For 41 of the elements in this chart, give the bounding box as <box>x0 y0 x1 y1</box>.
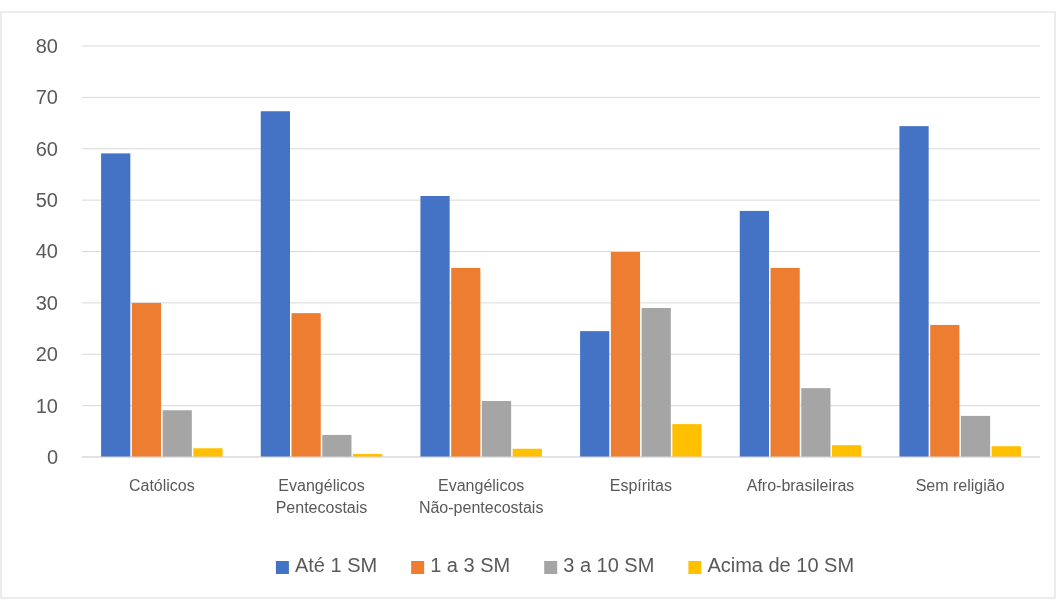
bar <box>641 308 671 457</box>
bar <box>291 313 321 457</box>
bar <box>420 196 450 457</box>
y-tick-label: 60 <box>35 137 58 160</box>
bar <box>739 210 769 457</box>
y-tick-label: 50 <box>35 189 58 212</box>
bar <box>610 252 641 457</box>
x-tick-label: Afro-brasileiras <box>746 477 855 494</box>
bar <box>832 445 862 457</box>
x-tick-label: Evangélicos Pentecostais <box>275 477 368 516</box>
bar <box>899 126 929 457</box>
bar <box>991 446 1021 457</box>
bar <box>801 388 831 457</box>
bar <box>260 111 290 457</box>
bar <box>193 448 223 457</box>
bar <box>672 424 702 457</box>
y-tick-label: 0 <box>46 445 58 468</box>
bar <box>481 401 512 457</box>
y-tick-label: 20 <box>35 343 58 366</box>
bar <box>960 415 991 457</box>
bar <box>930 324 960 457</box>
bar <box>322 434 352 457</box>
bar <box>451 267 481 457</box>
legend-label: Acima de 10 SM <box>707 554 855 576</box>
x-tick-label: Sem religião <box>915 477 1005 494</box>
x-tick-label: Evangélicos Não-pentecostais <box>418 477 544 516</box>
bar <box>131 302 162 457</box>
bar <box>162 410 192 457</box>
bar <box>580 331 610 457</box>
x-tick-label: Espíritas <box>609 477 672 494</box>
bar <box>770 267 800 457</box>
legend-label: 1 a 3 SM <box>430 554 511 576</box>
y-tick-label: 70 <box>35 86 58 109</box>
bar <box>101 153 131 457</box>
y-tick-label: 40 <box>35 240 58 263</box>
legend-label: Até 1 SM <box>294 554 378 576</box>
y-tick-label: 30 <box>35 291 58 314</box>
y-tick-label: 80 <box>35 34 58 57</box>
legend-label: 3 a 10 SM <box>563 554 655 576</box>
y-tick-label: 10 <box>35 394 58 417</box>
x-tick-label: Católicos <box>128 477 195 494</box>
